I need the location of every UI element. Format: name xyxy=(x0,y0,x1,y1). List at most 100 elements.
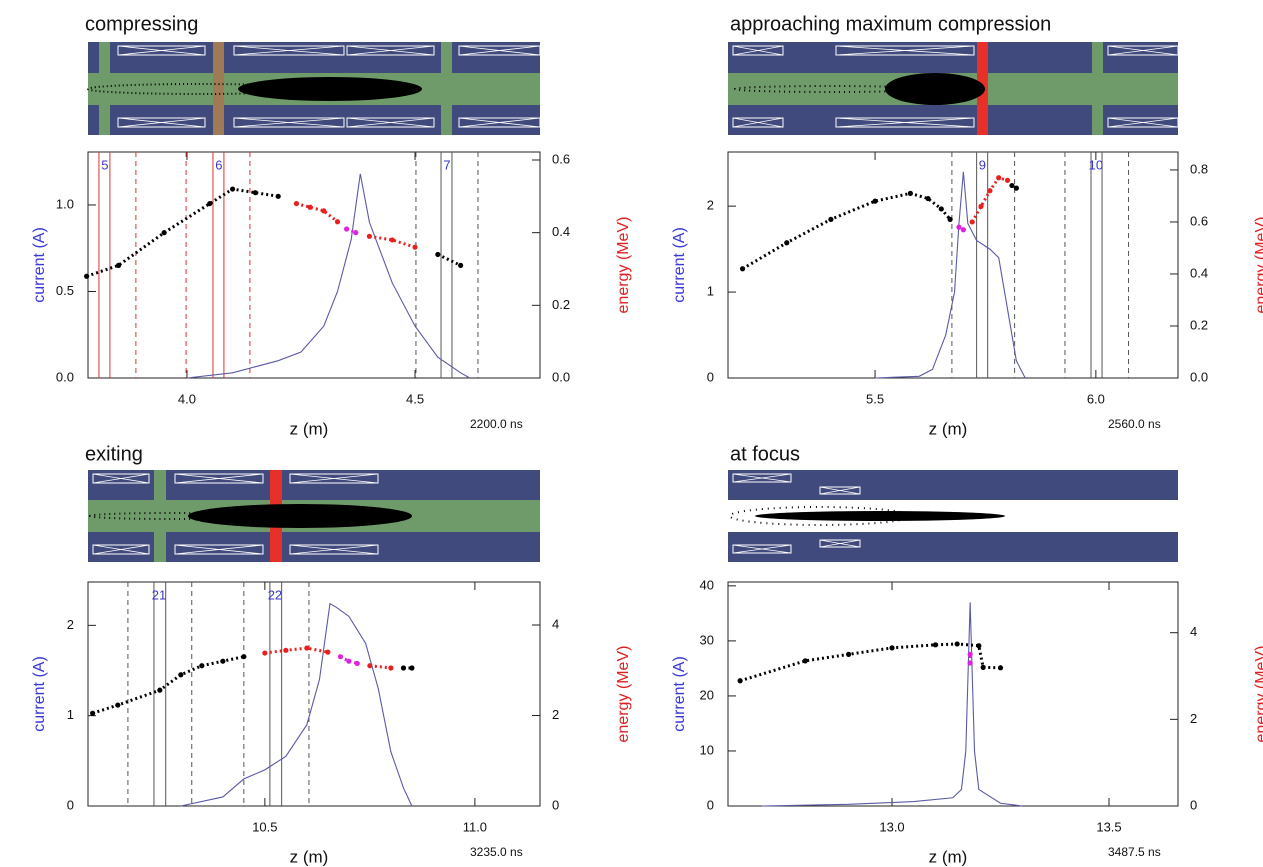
current-line xyxy=(186,173,471,379)
y2-tick-label: 4 xyxy=(552,616,559,631)
magnet-box-cross xyxy=(458,45,541,56)
y-tick-label: 0 xyxy=(707,797,714,812)
x-axis-label: z (m) xyxy=(929,847,968,866)
magnet-box xyxy=(732,544,792,554)
magnet-box xyxy=(117,117,206,128)
magnet-box-cross xyxy=(819,486,861,495)
y-tick-label: 0 xyxy=(707,369,714,384)
energy-band xyxy=(296,202,339,223)
magnet-box-cross xyxy=(174,544,264,555)
current-line xyxy=(875,171,1026,379)
magnet-box-cross xyxy=(819,539,861,548)
y-axis-label: current (A) xyxy=(671,227,688,303)
schematic xyxy=(88,470,540,562)
y-tick-label: 0.0 xyxy=(56,369,74,384)
gap-label: 7 xyxy=(443,157,450,172)
magnet-box xyxy=(732,45,784,56)
y-tick-label: 40 xyxy=(700,577,714,592)
energy-dot xyxy=(1004,177,1011,183)
panel-title: at focus xyxy=(730,443,800,465)
gap xyxy=(154,470,166,562)
magnet-box-cross xyxy=(732,544,792,554)
magnet-box xyxy=(233,117,345,128)
beam xyxy=(755,511,1005,521)
x-tick-label: 13.0 xyxy=(879,819,904,834)
beam-tail xyxy=(87,83,313,95)
y2-tick-label: 0.2 xyxy=(1190,317,1208,332)
magnet-box-cross xyxy=(346,117,435,128)
beam-tail xyxy=(729,506,911,526)
beam-tail xyxy=(89,512,251,520)
plot-frame xyxy=(87,151,541,379)
time-label: 2200.0 ns xyxy=(470,417,523,431)
y-tick-label: 10 xyxy=(700,742,714,757)
magnet-box xyxy=(458,117,541,128)
time-label: 3235.0 ns xyxy=(470,845,523,859)
gap-label: 5 xyxy=(101,157,108,172)
y2-tick-label: 2 xyxy=(1190,711,1197,726)
y2-tick-label: 0 xyxy=(552,797,559,812)
y2-tick-label: 0.4 xyxy=(1190,265,1208,280)
magnet-box xyxy=(732,473,792,483)
energy-band xyxy=(741,191,952,271)
y2-tick-label: 4 xyxy=(1190,624,1197,639)
energy-band xyxy=(92,655,245,715)
y2-axis-label: energy (MeV) xyxy=(615,217,632,314)
gap xyxy=(441,42,452,135)
gap-label: 22 xyxy=(268,587,282,602)
magnet-box xyxy=(92,544,150,555)
y-axis-label: current (A) xyxy=(31,227,48,303)
energy-band xyxy=(958,225,965,232)
magnet-box xyxy=(458,45,541,56)
y-tick-label: 0 xyxy=(67,797,74,812)
magnet-box-cross xyxy=(732,45,784,56)
beam xyxy=(885,73,985,105)
energy-band xyxy=(970,175,1008,223)
magnet-box-cross xyxy=(233,45,345,56)
magnet-box xyxy=(346,45,435,56)
gap-label: 10 xyxy=(1089,157,1103,172)
energy-dot xyxy=(388,665,394,671)
y-tick-label: 30 xyxy=(700,632,714,647)
y2-tick-label: 0.6 xyxy=(1190,213,1208,228)
energy-dot xyxy=(325,649,331,655)
y2-tick-label: 0.0 xyxy=(552,369,570,384)
plot-frame xyxy=(727,151,1179,379)
current-line xyxy=(761,602,1023,807)
current-line xyxy=(180,602,413,807)
gap-label: 21 xyxy=(152,587,166,602)
y-tick-label: 1 xyxy=(707,284,714,299)
energy-dot xyxy=(409,665,415,671)
y-axis-label: current (A) xyxy=(31,656,48,732)
magnet-box-cross xyxy=(835,45,975,56)
x-tick-label: 6.0 xyxy=(1087,391,1105,406)
magnet-box-cross xyxy=(732,117,784,128)
x-tick-label: 13.5 xyxy=(1096,819,1121,834)
energy-band xyxy=(1011,184,1018,190)
magnet-box-cross xyxy=(117,117,206,128)
beam xyxy=(238,77,422,101)
y-axis-label: current (A) xyxy=(671,656,688,732)
magnet-box xyxy=(819,539,861,548)
y-tick-label: 0.5 xyxy=(56,283,74,298)
magnet-box xyxy=(174,544,264,555)
magnet-box-cross xyxy=(1107,45,1179,56)
magnet-box xyxy=(174,473,264,484)
magnet-box xyxy=(289,544,379,555)
energy-dot xyxy=(947,216,953,222)
schematic xyxy=(87,42,540,135)
y2-axis-label: energy (MeV) xyxy=(1253,646,1263,743)
magnet-box-cross xyxy=(732,473,792,483)
plot-frame xyxy=(87,581,541,807)
panel-title: approaching maximum compression xyxy=(730,13,1051,35)
y-tick-label: 2 xyxy=(67,617,74,632)
gap-label: 9 xyxy=(979,157,986,172)
y2-tick-label: 0.2 xyxy=(552,297,570,312)
y2-tick-label: 0.4 xyxy=(552,224,570,239)
x-axis-label: z (m) xyxy=(929,419,968,438)
beam xyxy=(188,504,412,528)
magnet-box xyxy=(732,117,784,128)
magnet-box-cross xyxy=(458,117,541,128)
magnet-box xyxy=(1107,45,1179,56)
y2-axis-label: energy (MeV) xyxy=(615,646,632,743)
